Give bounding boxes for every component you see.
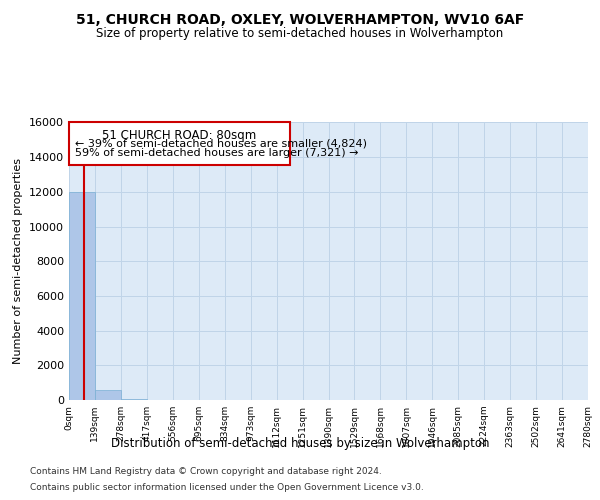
Text: Distribution of semi-detached houses by size in Wolverhampton: Distribution of semi-detached houses by … xyxy=(111,438,489,450)
Y-axis label: Number of semi-detached properties: Number of semi-detached properties xyxy=(13,158,23,364)
Text: 51, CHURCH ROAD, OXLEY, WOLVERHAMPTON, WV10 6AF: 51, CHURCH ROAD, OXLEY, WOLVERHAMPTON, W… xyxy=(76,12,524,26)
Text: ← 39% of semi-detached houses are smaller (4,824): ← 39% of semi-detached houses are smalle… xyxy=(74,138,367,148)
Bar xyxy=(95,390,121,400)
Text: 51 CHURCH ROAD: 80sqm: 51 CHURCH ROAD: 80sqm xyxy=(102,129,256,142)
Text: Contains public sector information licensed under the Open Government Licence v3: Contains public sector information licen… xyxy=(30,482,424,492)
Bar xyxy=(69,192,95,400)
Bar xyxy=(69,122,290,165)
Text: 59% of semi-detached houses are larger (7,321) →: 59% of semi-detached houses are larger (… xyxy=(74,148,358,158)
Text: Size of property relative to semi-detached houses in Wolverhampton: Size of property relative to semi-detach… xyxy=(97,28,503,40)
Bar xyxy=(121,399,147,400)
Text: Contains HM Land Registry data © Crown copyright and database right 2024.: Contains HM Land Registry data © Crown c… xyxy=(30,468,382,476)
